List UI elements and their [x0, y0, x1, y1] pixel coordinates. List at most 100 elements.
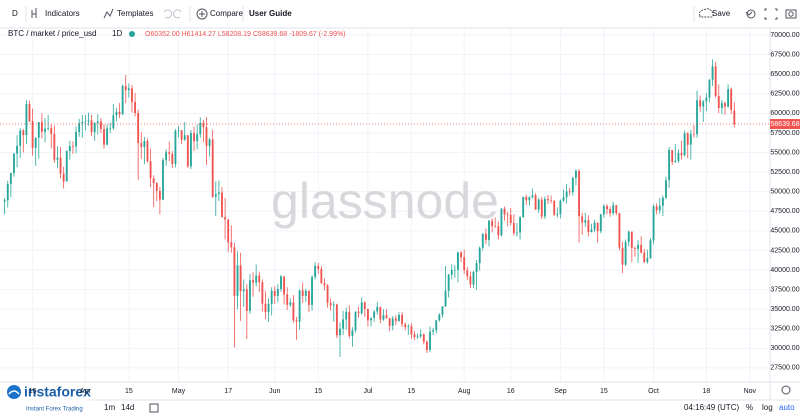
- candle-body: [509, 214, 512, 224]
- candle-body: [724, 103, 726, 107]
- candle-body: [593, 222, 596, 230]
- save-button[interactable]: Save: [712, 9, 731, 18]
- candle-body: [342, 319, 345, 329]
- last-price-label: 58639.68: [770, 121, 799, 128]
- candle-body: [155, 183, 158, 191]
- candle-body: [267, 303, 270, 313]
- candle-body: [37, 121, 40, 138]
- candle-body: [236, 265, 239, 296]
- candle-body: [149, 161, 152, 179]
- plot-background: [0, 28, 770, 382]
- y-tick-label: 42500.00: [770, 247, 799, 254]
- candle-body: [106, 128, 109, 145]
- settings-icon[interactable]: [746, 9, 756, 19]
- candle-body: [124, 85, 127, 91]
- user-guide-button[interactable]: User Guide: [249, 9, 292, 18]
- x-tick-label: Jul: [363, 388, 372, 395]
- candle-body: [252, 280, 254, 283]
- candle-body: [565, 191, 568, 198]
- candle-body: [578, 170, 580, 217]
- y-tick-label: 47500.00: [770, 208, 799, 215]
- watermark: glassnode: [271, 173, 499, 229]
- candle-body: [534, 195, 537, 210]
- candle-body: [720, 103, 723, 108]
- candle-body: [53, 134, 56, 160]
- status-dot: [129, 31, 135, 37]
- candle-body: [699, 100, 702, 107]
- candle-body: [233, 247, 236, 296]
- compare-button[interactable]: Compare: [210, 9, 243, 18]
- candle-body: [180, 130, 183, 140]
- candle-body: [230, 242, 233, 248]
- undo-redo-icons[interactable]: [163, 9, 182, 19]
- x-tick-label: Jun: [269, 388, 280, 395]
- candle-body: [630, 231, 633, 248]
- candle-body: [661, 197, 664, 206]
- candle-body: [671, 150, 674, 162]
- log-scale[interactable]: log: [762, 403, 773, 412]
- candle-body: [345, 311, 348, 320]
- x-tick-label: Aug: [458, 388, 471, 395]
- candle-body: [162, 160, 164, 200]
- candle-body: [466, 270, 469, 277]
- candle-body: [68, 146, 71, 152]
- range-button[interactable]: 14d: [121, 403, 134, 412]
- candle-body: [693, 133, 695, 135]
- candle-body: [227, 219, 230, 243]
- candle-body: [292, 302, 295, 321]
- candle-body: [410, 326, 413, 335]
- candle-body: [6, 184, 9, 201]
- candle-body: [674, 160, 677, 162]
- percent-scale[interactable]: %: [746, 403, 753, 412]
- y-tick-label: 52500.00: [770, 169, 799, 176]
- y-tick-label: 55000.00: [770, 149, 799, 156]
- range-button[interactable]: 1m: [104, 403, 115, 412]
- y-tick-label: 30000.00: [770, 345, 799, 352]
- candle-body: [221, 192, 223, 218]
- candle-body: [627, 231, 630, 243]
- candle-body: [686, 133, 689, 145]
- candle-body: [357, 311, 360, 314]
- candle-body: [683, 133, 686, 156]
- candle-body: [193, 133, 195, 142]
- candle-body: [78, 123, 81, 132]
- interval-button[interactable]: D: [12, 9, 18, 18]
- candle-body: [131, 88, 133, 103]
- brand-name: instaforex: [24, 384, 91, 400]
- candle-body: [640, 244, 643, 253]
- indicators-button[interactable]: Indicators: [45, 9, 80, 18]
- templates-button[interactable]: Templates: [117, 9, 153, 18]
- y-tick-label: 70000.00: [770, 32, 799, 39]
- candle-body: [516, 232, 518, 234]
- auto-scale[interactable]: auto: [779, 403, 795, 412]
- axis-settings-icon[interactable]: [781, 385, 791, 395]
- y-tick-label: 62500.00: [770, 91, 799, 98]
- candle-body: [525, 196, 528, 201]
- candle-body: [575, 170, 577, 178]
- x-tick-label: Nov: [744, 388, 757, 395]
- candle-body: [416, 336, 419, 338]
- x-tick-label: 15: [125, 388, 133, 395]
- candle-body: [453, 269, 456, 271]
- fullscreen-icon[interactable]: [764, 8, 778, 20]
- candle-body: [366, 308, 369, 321]
- candle-body: [354, 311, 357, 331]
- candle-body: [531, 195, 534, 198]
- candle-body: [261, 282, 264, 304]
- candle-body: [556, 213, 559, 215]
- candle-body: [22, 130, 25, 136]
- candle-body: [450, 269, 453, 275]
- candle-body: [40, 121, 43, 132]
- candle-body: [705, 97, 708, 102]
- candle-body: [733, 110, 736, 125]
- date-range-icon[interactable]: [149, 403, 159, 413]
- candle-body: [391, 318, 394, 326]
- candle-body: [512, 223, 515, 234]
- candle-body: [28, 104, 31, 122]
- screenshot-icon[interactable]: [785, 9, 797, 19]
- candle-body: [360, 302, 363, 314]
- candle-body: [298, 290, 301, 322]
- candle-body: [568, 191, 571, 193]
- candle-body: [137, 112, 140, 144]
- candle-body: [242, 289, 245, 292]
